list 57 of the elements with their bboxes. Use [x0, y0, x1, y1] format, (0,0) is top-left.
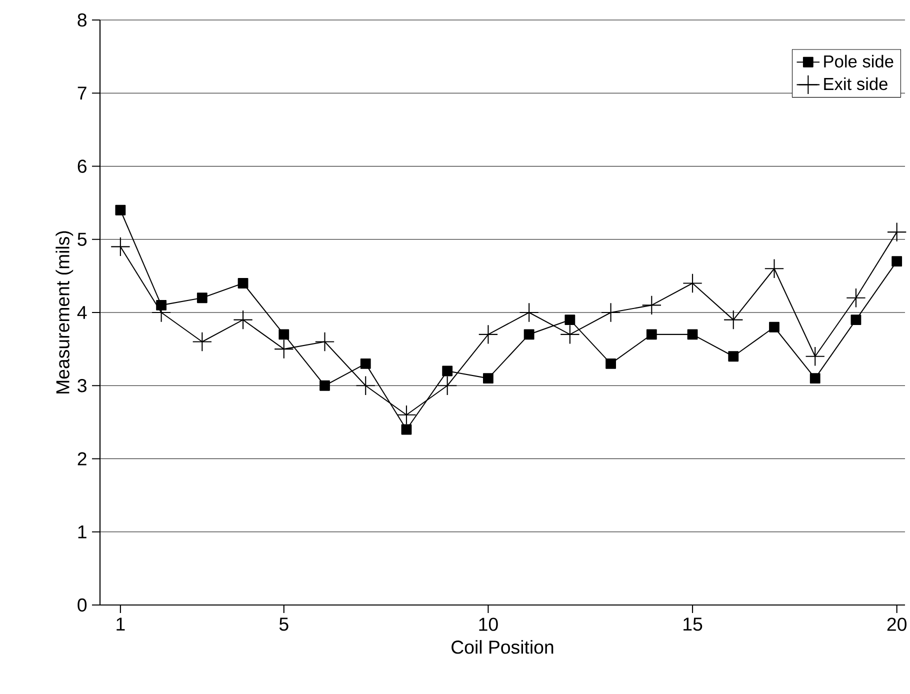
point	[442, 366, 453, 376]
point	[320, 380, 330, 391]
y-tick-label: 6	[78, 160, 86, 173]
point	[728, 351, 739, 362]
point	[156, 300, 166, 310]
y-tick-label: 2	[78, 452, 86, 466]
point	[356, 376, 376, 396]
point	[401, 424, 412, 435]
point	[805, 346, 825, 366]
point	[642, 295, 662, 316]
point	[606, 358, 616, 369]
point	[274, 339, 294, 359]
x-tick-label: 15	[684, 618, 702, 631]
point	[600, 302, 621, 322]
point	[769, 322, 780, 332]
point	[192, 332, 212, 352]
y-tick-label: 5	[78, 232, 87, 246]
point	[233, 310, 253, 330]
point	[892, 256, 902, 267]
point	[278, 329, 290, 340]
point	[560, 324, 580, 344]
point	[564, 314, 576, 326]
point	[764, 258, 784, 278]
y-tick-label: 1	[78, 525, 86, 538]
point	[437, 376, 458, 396]
y-tick-label: 7	[78, 86, 86, 100]
legend-label: Exit side	[824, 77, 888, 90]
point	[110, 236, 130, 257]
point	[646, 329, 657, 340]
point	[846, 288, 866, 308]
x-tick-label: 5	[279, 618, 288, 631]
legend-label: Pole side	[824, 54, 894, 68]
x-tick-label: 1	[116, 618, 125, 631]
point	[483, 373, 494, 384]
point	[519, 302, 539, 322]
point	[886, 222, 907, 242]
y-tick-label: 3	[78, 379, 86, 392]
y-tick-label: 4	[77, 306, 87, 319]
point	[682, 273, 702, 294]
y-axis-title: Measurement (mils)	[56, 231, 74, 394]
y-tick-label: 8	[78, 13, 86, 27]
point	[314, 332, 335, 352]
point	[196, 292, 208, 304]
point	[360, 358, 371, 369]
point	[724, 310, 744, 330]
x-tick-label: 10	[479, 618, 498, 631]
point	[524, 329, 534, 340]
x-axis-title: Coil Position	[452, 640, 554, 654]
y-tick-label: 0	[78, 598, 87, 612]
point	[687, 329, 698, 340]
x-tick-label: 20	[887, 618, 906, 631]
point	[850, 314, 862, 326]
point	[115, 204, 126, 216]
point	[238, 278, 248, 288]
point	[810, 373, 820, 384]
point	[396, 405, 416, 425]
point	[478, 324, 498, 344]
